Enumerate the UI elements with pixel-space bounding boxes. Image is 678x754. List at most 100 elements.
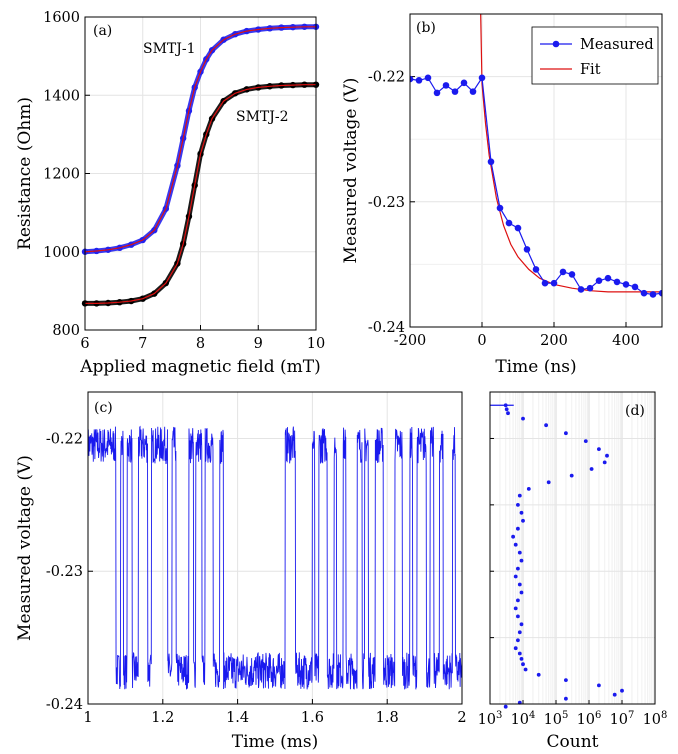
d-data-point bbox=[516, 526, 520, 531]
a-ytick-label: 1600 bbox=[43, 10, 80, 26]
d-data-point bbox=[544, 423, 548, 428]
b-data-point bbox=[622, 281, 630, 288]
b-data-point bbox=[649, 291, 657, 298]
a-annotation-smtj2: SMTJ-2 bbox=[236, 109, 289, 125]
b-xtick-label: -200 bbox=[394, 333, 427, 349]
b-legend-fit-label: Fit bbox=[580, 62, 601, 78]
a-xtick-label: 6 bbox=[80, 336, 89, 352]
b-data-point bbox=[496, 204, 504, 212]
d-data-point bbox=[516, 503, 520, 507]
d-data-point bbox=[519, 657, 524, 661]
d-data-point bbox=[521, 662, 525, 667]
d-data-point bbox=[519, 558, 524, 563]
c-xtick-label: 1.4 bbox=[226, 710, 249, 726]
b-panel-label: (b) bbox=[416, 20, 436, 36]
a-axes-frame bbox=[84, 16, 317, 331]
c-ytick-label: -0.24 bbox=[46, 697, 83, 713]
d-axes-frame bbox=[489, 391, 656, 705]
d-data-point bbox=[503, 704, 508, 709]
b-fit-line bbox=[480, 14, 662, 293]
d-data-point bbox=[519, 622, 524, 627]
c-voltage-trace bbox=[87, 425, 463, 690]
d-panel-label: (d) bbox=[625, 403, 645, 419]
d-data-point bbox=[526, 487, 531, 491]
b-data-point bbox=[586, 284, 594, 292]
b-data-point bbox=[568, 271, 576, 278]
c-axes-frame bbox=[87, 391, 463, 705]
a-xtick-label: 8 bbox=[196, 336, 205, 352]
b-data-point bbox=[478, 74, 486, 82]
d-data-point bbox=[597, 447, 601, 451]
b-xlabel: Time (ns) bbox=[495, 357, 576, 377]
c-ytick-label: -0.23 bbox=[46, 564, 83, 580]
b-data-point bbox=[424, 74, 432, 82]
d-data-point bbox=[513, 574, 518, 579]
b-data-point bbox=[514, 224, 522, 232]
b-data-point bbox=[415, 77, 423, 84]
d-data-point bbox=[517, 630, 522, 635]
b-axes-frame bbox=[409, 13, 663, 328]
d-data-point bbox=[517, 493, 522, 498]
a-xtick-label: 9 bbox=[254, 336, 263, 352]
panel-b: -200 0 200 400 -0.24 -0.23 -0.22 (b) Measured Fit… bbox=[341, 13, 663, 377]
d-data-point bbox=[605, 453, 609, 458]
b-data-point bbox=[532, 266, 540, 273]
d-data-point bbox=[503, 403, 508, 408]
b-data-point bbox=[487, 158, 495, 166]
d-data-point bbox=[523, 667, 528, 672]
b-xtick-label: 0 bbox=[477, 333, 486, 349]
b-legend-measured-label: Measured bbox=[580, 37, 654, 53]
b-data-point bbox=[442, 82, 450, 89]
a-ytick-label: 1000 bbox=[43, 245, 80, 261]
d-data-point bbox=[583, 439, 588, 443]
b-data-point bbox=[451, 88, 459, 95]
d-data-point bbox=[564, 431, 568, 436]
b-ytick-label: -0.24 bbox=[368, 320, 405, 336]
d-data-point bbox=[521, 518, 525, 523]
d-data-point bbox=[519, 590, 524, 595]
b-data-point bbox=[469, 88, 477, 95]
d-data-point bbox=[519, 510, 524, 515]
d-data-point bbox=[513, 646, 518, 651]
a-fit-line-2 bbox=[85, 84, 316, 304]
d-data-point bbox=[597, 683, 601, 688]
c-xtick-label: 2 bbox=[457, 710, 466, 726]
d-data-point bbox=[504, 407, 509, 412]
b-data-point bbox=[505, 219, 513, 227]
b-data-point bbox=[577, 286, 585, 293]
d-xtick-label: 105 bbox=[544, 710, 569, 728]
b-data-point bbox=[658, 289, 662, 297]
a-fit-line-1 bbox=[84, 26, 316, 253]
d-data-point bbox=[516, 638, 520, 643]
b-xtick-label: 200 bbox=[540, 333, 568, 349]
a-xlabel: Applied magnetic field (mT) bbox=[79, 357, 320, 377]
b-ytick-label: -0.22 bbox=[368, 70, 405, 86]
a-ylabel: Resistance (Ohm) bbox=[15, 97, 35, 250]
d-data-point bbox=[620, 688, 624, 693]
panel-d: 103 104 105 106 107 108 (d) Count bbox=[478, 391, 667, 752]
b-xtick-label: 400 bbox=[612, 333, 640, 349]
b-data-point bbox=[640, 289, 648, 297]
b-data-point bbox=[559, 268, 567, 276]
b-data-point bbox=[631, 283, 639, 291]
panel-a: 6 7 8 9 10 800 1000 1200 1400 1600 (a) SMTJ-1 SMTJ-2… bbox=[15, 10, 325, 377]
d-data-point bbox=[602, 460, 607, 465]
d-data-point bbox=[511, 534, 515, 539]
b-data-point bbox=[595, 277, 603, 284]
d-data-point bbox=[612, 692, 617, 697]
b-data-point bbox=[550, 279, 558, 287]
d-data-point bbox=[564, 678, 568, 682]
a-xtick-label: 7 bbox=[138, 336, 147, 352]
b-data-point bbox=[433, 89, 441, 97]
d-data-point bbox=[589, 467, 594, 471]
d-data-point bbox=[546, 480, 551, 485]
d-data-point bbox=[513, 606, 518, 611]
d-data-point bbox=[517, 651, 522, 656]
d-data-point bbox=[516, 614, 520, 619]
b-data-point bbox=[613, 278, 621, 286]
b-ytick-label: -0.23 bbox=[368, 195, 405, 211]
b-data-point bbox=[523, 246, 531, 253]
d-data-point bbox=[564, 696, 568, 701]
a-panel-label: (a) bbox=[93, 23, 112, 39]
